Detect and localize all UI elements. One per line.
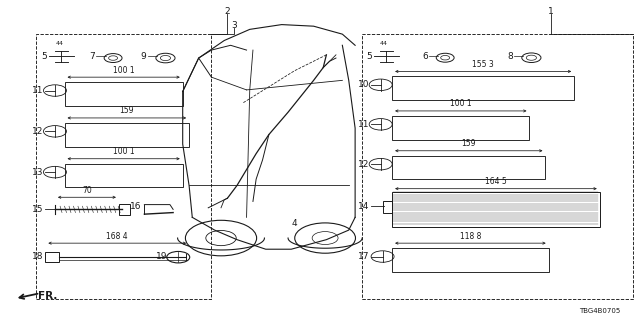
Text: 118 8: 118 8 xyxy=(460,232,481,241)
Text: 155 3: 155 3 xyxy=(472,60,494,69)
Text: 44: 44 xyxy=(56,41,63,46)
Text: 8: 8 xyxy=(507,52,513,61)
Text: 11: 11 xyxy=(32,86,44,95)
Bar xyxy=(392,116,529,140)
Text: 14: 14 xyxy=(358,202,370,211)
Text: 70: 70 xyxy=(82,186,92,195)
Bar xyxy=(392,192,600,227)
Text: 1: 1 xyxy=(548,7,554,16)
Bar xyxy=(383,201,392,213)
Bar xyxy=(119,204,131,215)
Text: 5: 5 xyxy=(42,52,47,61)
Text: 2: 2 xyxy=(225,7,230,16)
Bar xyxy=(65,123,189,147)
Text: 44: 44 xyxy=(380,41,388,46)
Bar xyxy=(392,156,545,180)
Text: 4: 4 xyxy=(292,219,297,228)
Bar xyxy=(392,248,548,272)
Text: 6: 6 xyxy=(422,52,428,61)
Text: TBG4B0705: TBG4B0705 xyxy=(579,308,620,314)
Text: 13: 13 xyxy=(32,168,44,177)
Text: 16: 16 xyxy=(130,202,141,211)
Bar xyxy=(45,252,60,262)
Text: 168 4: 168 4 xyxy=(106,232,128,241)
Text: 100 1: 100 1 xyxy=(113,147,134,156)
Bar xyxy=(65,82,182,106)
Text: 17: 17 xyxy=(358,252,370,261)
Text: 164 5: 164 5 xyxy=(485,177,507,186)
Text: 11: 11 xyxy=(358,120,370,129)
Text: 18: 18 xyxy=(32,252,44,261)
Text: 100 1: 100 1 xyxy=(450,100,472,108)
Text: FR.: FR. xyxy=(38,292,57,301)
Text: 159: 159 xyxy=(461,139,476,148)
Text: 7: 7 xyxy=(90,52,95,61)
Text: 3: 3 xyxy=(231,21,237,30)
Text: 12: 12 xyxy=(32,127,44,136)
Text: 5: 5 xyxy=(367,52,372,61)
Text: 15: 15 xyxy=(32,205,44,214)
Text: 159: 159 xyxy=(120,107,134,116)
Text: 10: 10 xyxy=(358,80,370,89)
Bar xyxy=(392,76,574,100)
Text: 19: 19 xyxy=(156,252,168,261)
Text: 9: 9 xyxy=(141,52,147,61)
Text: 12: 12 xyxy=(358,160,370,169)
Bar xyxy=(65,164,182,188)
Text: 100 1: 100 1 xyxy=(113,66,134,75)
